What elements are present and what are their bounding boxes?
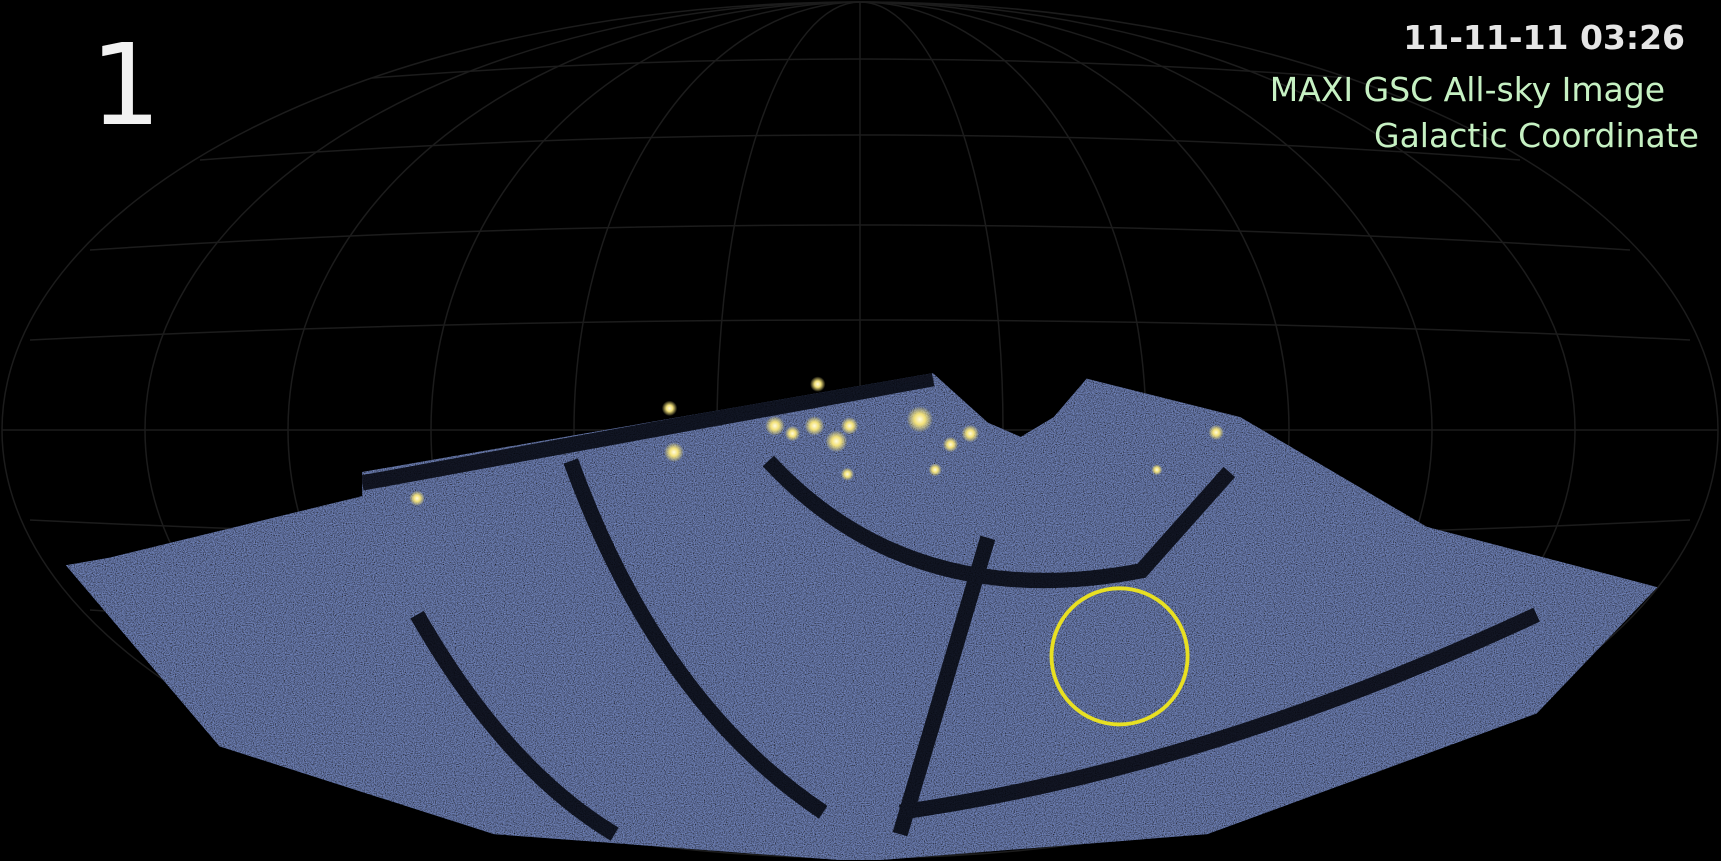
image-subtitle: Galactic Coordinate	[1374, 116, 1699, 155]
x-ray-sources	[409, 376, 1224, 727]
sky-exposure	[65, 373, 1658, 860]
frame-number: 1	[90, 21, 162, 151]
highlight-circle	[1049, 586, 1190, 727]
image-title: MAXI GSC All-sky Image	[1269, 70, 1665, 109]
timestamp: 11-11-11 03:26	[1403, 18, 1685, 57]
